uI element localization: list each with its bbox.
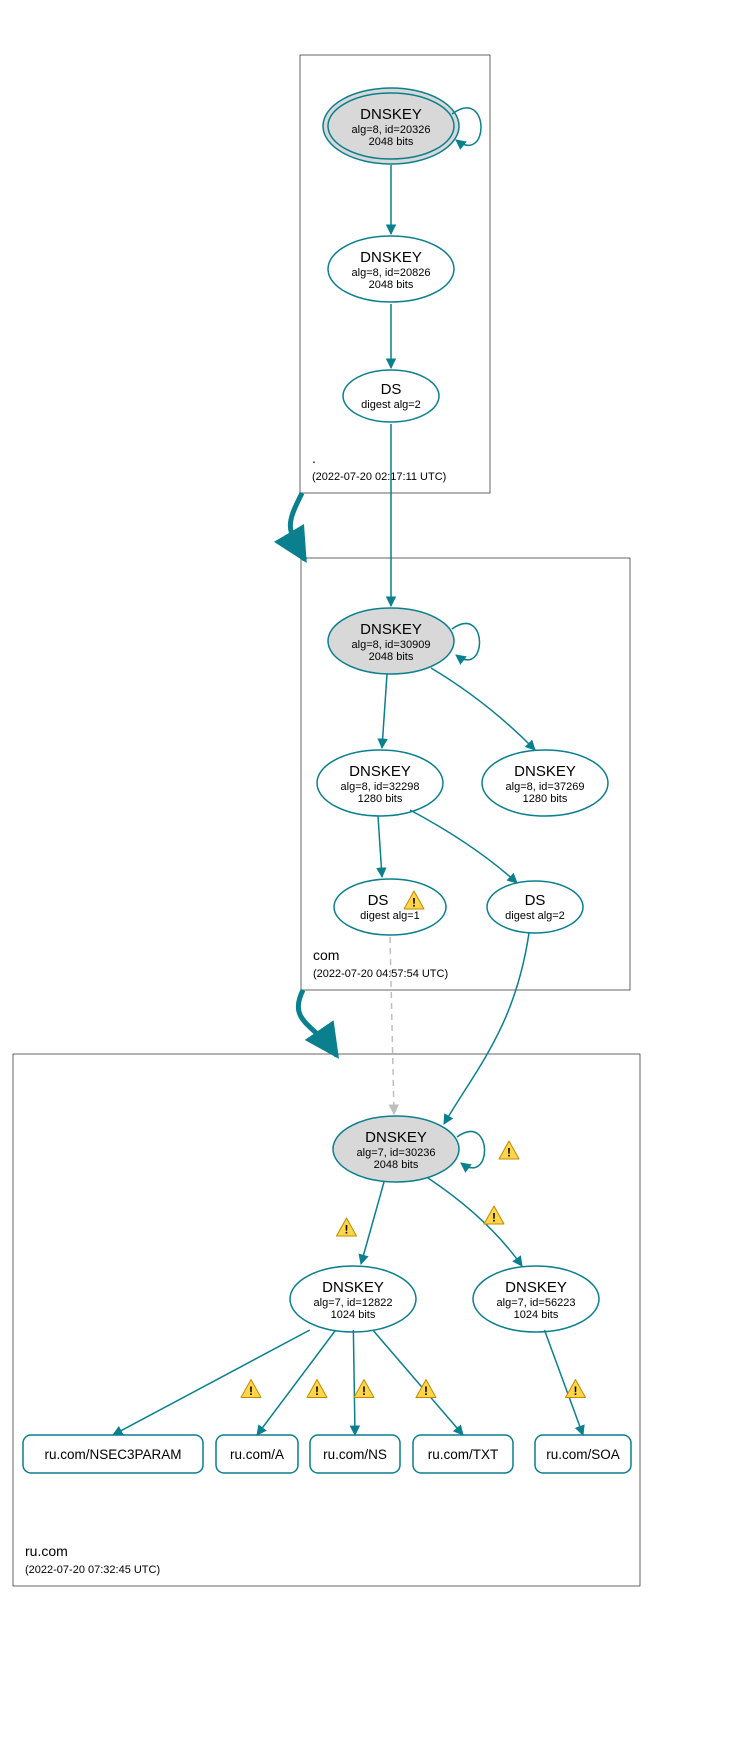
edge-ruksk-zsk2: [428, 1178, 522, 1266]
warn-icon-ksk-self: !: [499, 1141, 519, 1160]
zone-name-com: com: [313, 947, 339, 963]
rrset-label-txt: ru.com/TXT: [428, 1447, 499, 1462]
svg-text:digest alg=2: digest alg=2: [505, 910, 565, 922]
svg-text:DNSKEY: DNSKEY: [349, 763, 411, 780]
node-com-ds2: DSdigest alg=2: [487, 881, 583, 933]
node-com-zsk1: DNSKEYalg=8, id=322981280 bits: [317, 750, 443, 816]
svg-text:digest alg=1: digest alg=1: [360, 910, 420, 922]
edge-comksk-zsk2: [431, 668, 535, 750]
svg-text:1024 bits: 1024 bits: [514, 1309, 559, 1321]
svg-text:DNSKEY: DNSKEY: [505, 1279, 567, 1296]
svg-text:alg=8, id=32298: alg=8, id=32298: [341, 781, 420, 793]
svg-text:DS: DS: [525, 892, 546, 909]
zone-ts-com: (2022-07-20 04:57:54 UTC): [313, 968, 448, 980]
svg-text:!: !: [424, 1384, 428, 1398]
svg-text:!: !: [507, 1146, 511, 1160]
svg-text:1280 bits: 1280 bits: [523, 793, 568, 805]
svg-text:DS: DS: [381, 381, 402, 398]
svg-text:DNSKEY: DNSKEY: [360, 621, 422, 638]
warn-icon-txt: !: [416, 1380, 436, 1399]
svg-text:!: !: [315, 1384, 319, 1398]
svg-text:DS: DS: [368, 892, 389, 909]
zone-ts-root: (2022-07-20 02:17:11 UTC): [312, 471, 446, 483]
node-rucom-ksk: DNSKEYalg=7, id=302362048 bits: [333, 1116, 459, 1182]
edge-ruksk-zsk1: [361, 1182, 384, 1264]
rrset-label-soa: ru.com/SOA: [546, 1447, 620, 1462]
svg-text:!: !: [412, 896, 416, 910]
svg-text:alg=8, id=30909: alg=8, id=30909: [352, 639, 431, 651]
svg-text:1280 bits: 1280 bits: [358, 793, 403, 805]
edge-ds1-ruksk-dashed: [390, 937, 394, 1114]
warn-icon-nsec3p: !: [241, 1380, 261, 1399]
edge-zsk1-txt: [373, 1330, 463, 1435]
edge-comzsk1-ds1: [378, 816, 382, 877]
svg-text:2048 bits: 2048 bits: [369, 279, 414, 291]
svg-text:!: !: [574, 1384, 578, 1398]
node-root-ds: DSdigest alg=2: [343, 370, 439, 422]
svg-text:!: !: [362, 1384, 366, 1398]
svg-text:!: !: [345, 1223, 349, 1237]
svg-text:alg=8, id=20326: alg=8, id=20326: [352, 124, 431, 136]
edge-zsk1-nsec3p: [113, 1330, 310, 1435]
warn-icon-ksk-zsk2: !: [484, 1206, 504, 1225]
edge-rucom-ksk-self: [457, 1132, 485, 1168]
svg-text:1024 bits: 1024 bits: [331, 1309, 376, 1321]
edge-comksk-zsk1: [382, 674, 387, 748]
node-rucom-zsk2: DNSKEYalg=7, id=562231024 bits: [473, 1266, 599, 1332]
edge-com-ksk-self: [452, 624, 480, 660]
edge-comzsk1-ds2: [410, 810, 517, 883]
edge-zsk1-a: [257, 1330, 336, 1435]
warn-icon-ns: !: [354, 1380, 374, 1399]
node-com-ksk: DNSKEYalg=8, id=309092048 bits: [328, 608, 454, 674]
zone-name-rucom: ru.com: [25, 1543, 68, 1559]
svg-text:alg=7, id=12822: alg=7, id=12822: [314, 1297, 393, 1309]
svg-text:digest alg=2: digest alg=2: [361, 399, 421, 411]
svg-text:alg=8, id=20826: alg=8, id=20826: [352, 267, 431, 279]
svg-text:DNSKEY: DNSKEY: [360, 106, 422, 123]
svg-text:!: !: [492, 1211, 496, 1225]
svg-text:!: !: [249, 1384, 253, 1398]
svg-text:alg=7, id=56223: alg=7, id=56223: [497, 1297, 576, 1309]
svg-text:DNSKEY: DNSKEY: [514, 763, 576, 780]
edge-root-to-com-zone: [290, 493, 305, 560]
svg-text:DNSKEY: DNSKEY: [360, 249, 422, 266]
node-root-zsk: DNSKEYalg=8, id=208262048 bits: [328, 236, 454, 302]
node-com-zsk2: DNSKEYalg=8, id=372691280 bits: [482, 750, 608, 816]
warn-icon-a: !: [307, 1380, 327, 1399]
warn-icon-soa: !: [566, 1380, 586, 1399]
node-root-ksk: DNSKEYalg=8, id=203262048 bits: [323, 88, 459, 164]
rrset-label-ns: ru.com/NS: [323, 1447, 387, 1462]
svg-text:alg=8, id=37269: alg=8, id=37269: [506, 781, 585, 793]
svg-text:DNSKEY: DNSKEY: [322, 1279, 384, 1296]
node-rucom-zsk1: DNSKEYalg=7, id=128221024 bits: [290, 1266, 416, 1332]
svg-text:2048 bits: 2048 bits: [369, 651, 414, 663]
rrset-label-a: ru.com/A: [230, 1447, 284, 1462]
zone-name-root: .: [312, 450, 316, 466]
svg-text:DNSKEY: DNSKEY: [365, 1129, 427, 1146]
rrset-label-nsec3p: ru.com/NSEC3PARAM: [44, 1447, 181, 1462]
warn-icon-ksk-zsk1: !: [337, 1218, 357, 1237]
edge-zsk1-ns: [353, 1330, 355, 1435]
zone-ts-rucom: (2022-07-20 07:32:45 UTC): [25, 1564, 160, 1576]
svg-text:alg=7, id=30236: alg=7, id=30236: [357, 1147, 436, 1159]
svg-text:2048 bits: 2048 bits: [374, 1159, 419, 1171]
edge-ds2-ruksk: [444, 933, 529, 1124]
edge-com-to-rucom-zone: [298, 990, 337, 1056]
node-com-ds1: DSdigest alg=1: [334, 879, 446, 935]
svg-text:2048 bits: 2048 bits: [369, 136, 414, 148]
